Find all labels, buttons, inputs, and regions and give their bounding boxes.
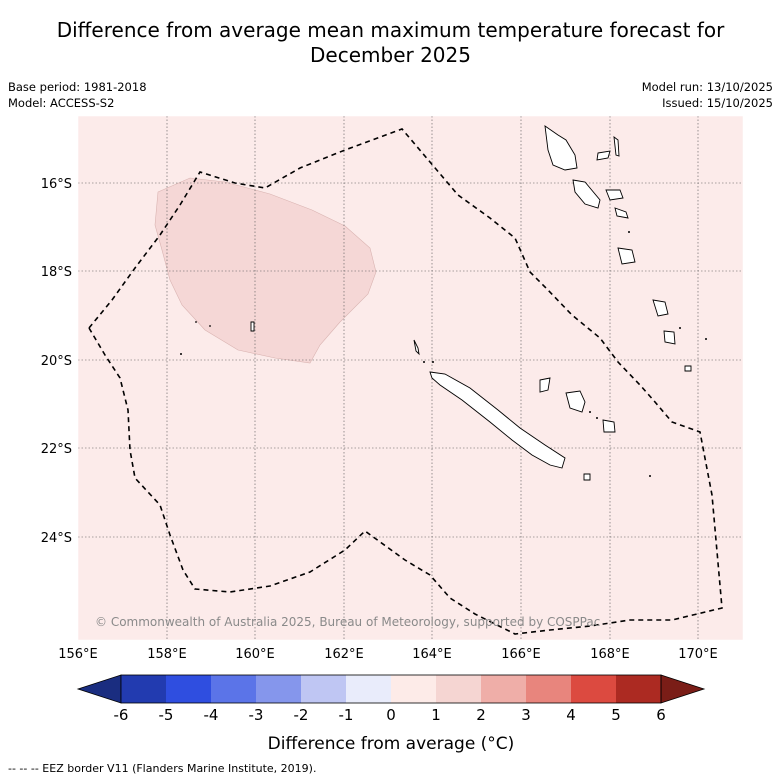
epi-shepherd (614, 207, 629, 219)
loyalty-island-ouvea (539, 377, 551, 393)
isle-of-pines (583, 473, 591, 481)
aneityum (684, 365, 692, 372)
lon-label-158e: 158°E (147, 647, 187, 662)
new-caledonia (429, 371, 566, 469)
colorbar-segment (616, 675, 662, 703)
colorbar-segments (121, 675, 662, 703)
colorbar-segment (166, 675, 212, 703)
colorbar-segment (526, 675, 572, 703)
colorbar-tick-label: 3 (521, 706, 531, 724)
base-period: Base period: 1981-2018 (8, 80, 147, 94)
colorbar-tick-label: 1 (431, 706, 441, 724)
pentecost-ambrym (605, 189, 624, 201)
colorbar-high-extend (660, 674, 706, 704)
lat-label-22s: 22°S (41, 442, 72, 457)
issued-date: Issued: 15/10/2025 (662, 96, 773, 110)
maewo-island (613, 136, 620, 157)
loyalty-island-lifou (565, 390, 586, 413)
colorbar-segment (256, 675, 302, 703)
colorbar-tick-label: 6 (656, 706, 666, 724)
chesterfield-islet (250, 321, 255, 332)
lon-label-164e: 164°E (412, 647, 452, 662)
small-islets (180, 231, 707, 477)
title-line-1: Difference from average mean maximum tem… (56, 18, 725, 42)
coastlines (250, 125, 692, 481)
colorbar-tick-label: -4 (204, 706, 219, 724)
lon-label-160e: 160°E (235, 647, 275, 662)
longitude-labels: 156°E 158°E 160°E 162°E 164°E 166°E 168°… (58, 647, 718, 662)
lon-label-162e: 162°E (324, 647, 364, 662)
malakula (572, 179, 601, 209)
copyright-notice: © Commonwealth of Australia 2025, Bureau… (95, 615, 600, 629)
meta-right: Model run: 13/10/2025 Issued: 15/10/2025 (642, 79, 773, 111)
lat-label-20s: 20°S (41, 354, 72, 369)
eez-border (88, 128, 723, 635)
colorbar: -6 -5 -4 -3 -2 -1 0 1 2 3 4 5 6 Difference from aver… (76, 674, 706, 754)
gridlines (78, 116, 743, 640)
lon-label-168e: 168°E (590, 647, 630, 662)
colorbar-tick-label: 5 (611, 706, 621, 724)
colorbar-tick-label: -1 (339, 706, 354, 724)
meta-left: Base period: 1981-2018 Model: ACCESS-S2 (8, 79, 147, 111)
belep-islands (413, 339, 420, 356)
colorbar-tick-label: 0 (386, 706, 396, 724)
efate (617, 247, 636, 265)
colorbar-label: Difference from average (°C) (268, 734, 515, 754)
espiritu-santo (544, 125, 578, 171)
colorbar-tick-label: -3 (249, 706, 264, 724)
colorbar-tick-label: 4 (566, 706, 576, 724)
colorbar-tick-label: -2 (294, 706, 309, 724)
colorbar-tick-label: 2 (476, 706, 486, 724)
lat-label-24s: 24°S (41, 531, 72, 546)
lon-label-166e: 166°E (501, 647, 541, 662)
lon-label-156e: 156°E (58, 647, 98, 662)
colorbar-segment (571, 675, 617, 703)
eez-footnote: -- -- -- EEZ border V11 (Flanders Marine… (8, 762, 317, 775)
anomaly-patch-1-2c (154, 177, 377, 364)
colorbar-segment (346, 675, 392, 703)
lon-label-170e: 170°E (678, 647, 718, 662)
colorbar-tick-label: -6 (114, 706, 129, 724)
latitude-labels: 16°S 18°S 20°S 22°S 24°S (41, 177, 72, 546)
colorbar-segment (301, 675, 347, 703)
colorbar-segment (211, 675, 257, 703)
model-run: Model run: 13/10/2025 (641, 80, 773, 94)
colorbar-ticks: -6 -5 -4 -3 -2 -1 0 1 2 3 4 5 6 (114, 706, 666, 724)
tanna (663, 330, 676, 345)
lat-label-18s: 18°S (41, 265, 72, 280)
loyalty-island-mare (602, 419, 616, 433)
colorbar-segment (481, 675, 527, 703)
erromango (652, 299, 669, 317)
malo-island (596, 150, 611, 161)
lat-label-16s: 16°S (41, 177, 72, 192)
colorbar-tick-label: -5 (159, 706, 174, 724)
title-line-2: December 2025 (310, 43, 471, 67)
chart-title: Difference from average mean maximum tem… (0, 18, 781, 68)
colorbar-segment (121, 675, 167, 703)
colorbar-segment (391, 675, 437, 703)
colorbar-low-extend (76, 674, 122, 704)
model-name: Model: ACCESS-S2 (8, 96, 115, 110)
colorbar-segment (436, 675, 482, 703)
